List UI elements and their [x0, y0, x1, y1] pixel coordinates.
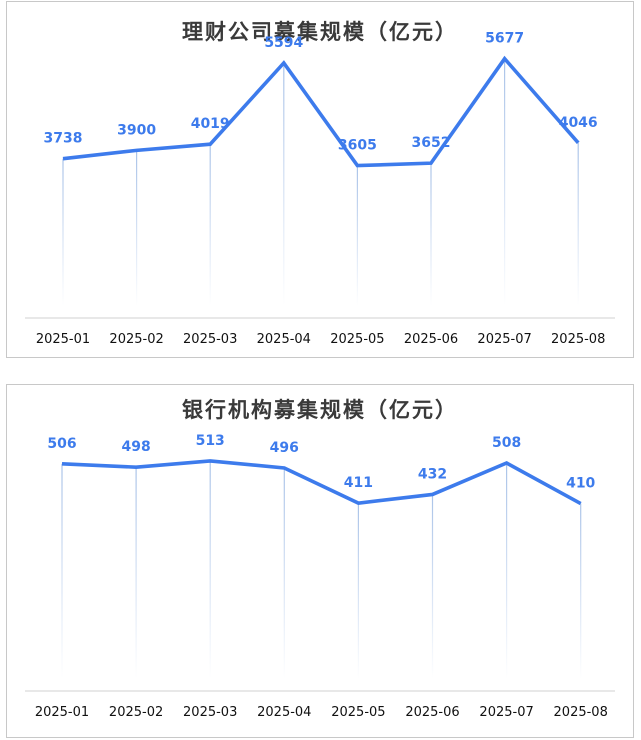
drop-line [580, 503, 582, 679]
data-label: 3900 [117, 122, 156, 138]
x-tick-label: 2025-03 [183, 705, 237, 720]
chart-svg-bank-institutions: 银行机构募集规模（亿元） 506 498 513 496 411 432 508 410 20… [25, 397, 615, 720]
data-label: 508 [492, 435, 521, 451]
x-tick-label: 2025-02 [109, 705, 163, 720]
x-tick-labels: 2025-01 2025-02 2025-03 2025-04 2025-05 2025-… [36, 332, 606, 347]
drop-line [283, 467, 285, 679]
data-label: 3738 [44, 131, 83, 147]
x-tick-label: 2025-08 [554, 705, 608, 720]
drop-line [430, 163, 432, 306]
drop-line [209, 460, 211, 679]
data-label: 5594 [264, 35, 303, 51]
chart-title: 银行机构募集规模（亿元） [182, 397, 458, 422]
x-tick-label: 2025-01 [35, 705, 89, 720]
data-label: 513 [196, 433, 225, 449]
drop-line [506, 463, 508, 679]
data-labels: 3738 3900 4019 5594 3605 3652 5677 4046 [44, 31, 598, 154]
drop-line [61, 463, 63, 679]
x-tick-label: 2025-07 [477, 332, 531, 347]
data-label: 410 [566, 476, 595, 492]
drop-line [357, 503, 359, 679]
data-label: 5677 [485, 31, 524, 47]
data-label: 432 [418, 466, 447, 482]
drop-line [577, 142, 579, 306]
x-tick-label: 2025-01 [36, 332, 90, 347]
x-tick-label: 2025-04 [257, 332, 311, 347]
drop-line [136, 150, 138, 306]
chart-panel-wealth-management: 理财公司募集规模（亿元） 3738 3900 4019 5594 3605 3652 567… [6, 1, 634, 358]
chart-panel-bank-institutions: 银行机构募集规模（亿元） 506 498 513 496 411 432 508 410 20… [6, 384, 634, 738]
drop-line [135, 467, 137, 679]
data-label: 3605 [338, 138, 377, 154]
drop-line [283, 62, 285, 306]
x-tick-label: 2025-02 [109, 332, 163, 347]
chart-title: 理财公司募集规模（亿元） [182, 19, 458, 44]
x-tick-label: 2025-04 [257, 705, 311, 720]
data-label: 4046 [559, 115, 598, 131]
drop-line [431, 494, 434, 679]
data-label: 3652 [412, 135, 451, 151]
drop-line [504, 58, 506, 306]
x-tick-labels: 2025-01 2025-02 2025-03 2025-04 2025-05 2025-… [35, 705, 608, 720]
data-label: 496 [270, 440, 299, 456]
x-tick-label: 2025-03 [183, 332, 237, 347]
x-tick-label: 2025-07 [479, 705, 533, 720]
drop-line [62, 158, 64, 306]
x-tick-label: 2025-05 [330, 332, 384, 347]
series-line [61, 459, 582, 506]
series-line [62, 55, 580, 168]
x-tick-label: 2025-08 [551, 332, 605, 347]
data-label: 411 [344, 475, 373, 491]
data-label: 506 [47, 436, 76, 452]
drop-lines [61, 460, 582, 679]
data-label: 498 [121, 439, 150, 455]
drop-line [209, 144, 211, 306]
chart-svg-wealth-management: 理财公司募集规模（亿元） 3738 3900 4019 5594 3605 3652 567… [25, 19, 615, 347]
x-tick-label: 2025-06 [405, 705, 459, 720]
data-label: 4019 [191, 116, 230, 132]
drop-line [356, 165, 358, 306]
data-labels: 506 498 513 496 411 432 508 410 [47, 433, 595, 492]
x-tick-label: 2025-05 [331, 705, 385, 720]
x-tick-label: 2025-06 [404, 332, 458, 347]
drop-lines [62, 58, 579, 306]
